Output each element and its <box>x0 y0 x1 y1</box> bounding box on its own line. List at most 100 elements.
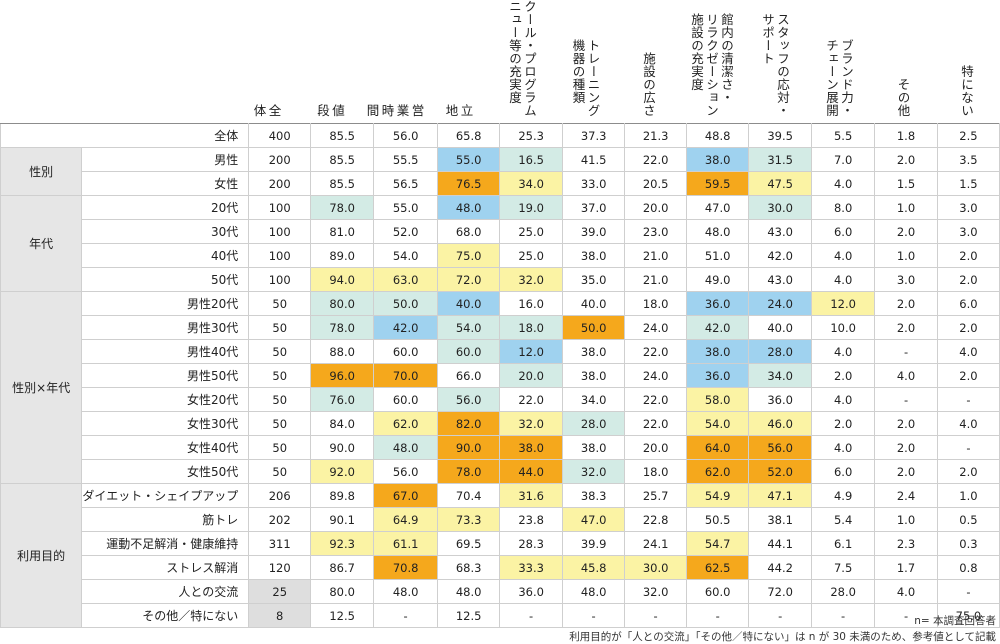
table-row: 男性50代 50 96.0 70.0 66.0 20.0 38.0 24.0 36.0 34.0 2… <box>1 363 1000 388</box>
value-cell: 76.5 <box>437 171 501 196</box>
value-cell: 6.0 <box>936 291 1000 316</box>
column-header: その他 <box>871 0 935 123</box>
value-cell: 41.5 <box>562 147 626 172</box>
value-cell: 78.0 <box>310 315 375 340</box>
value-cell: 21.0 <box>624 243 688 268</box>
value-cell: 38.3 <box>562 483 626 508</box>
value-cell: 28.0 <box>748 339 813 364</box>
row-label: 50代 <box>81 267 250 292</box>
n-value: 25 <box>248 579 312 604</box>
value-cell: 90.0 <box>437 435 501 460</box>
value-cell: 48.0 <box>686 219 750 244</box>
value-cell: 56.0 <box>437 387 501 412</box>
table-row: 50代 100 94.0 63.0 72.0 32.0 35.0 21.0 49.0 43.0 4.… <box>1 267 1000 292</box>
value-cell: 4.0 <box>811 267 876 292</box>
n-value: 200 <box>248 171 312 196</box>
table-row: 運動不足解消・健康維持 311 92.3 61.1 69.5 28.3 39.9 24.1 54… <box>1 531 1000 556</box>
value-cell: 54.0 <box>373 243 439 268</box>
table-row: 性別×年代 男性20代 50 80.0 50.0 40.0 16.0 40.0 18.0 36.0… <box>0 291 1000 484</box>
value-cell: 2.0 <box>874 219 938 244</box>
column-header: 特にない <box>935 0 998 123</box>
value-cell: 75.0 <box>437 243 501 268</box>
value-cell: 20.0 <box>499 363 564 388</box>
value-cell: 6.0 <box>811 459 876 484</box>
value-cell: - <box>499 603 564 628</box>
value-cell: 21.3 <box>624 123 688 148</box>
value-cell: 7.0 <box>811 147 876 172</box>
row-label: 男性 <box>81 147 250 172</box>
value-cell: 3.0 <box>874 267 938 292</box>
value-cell: 4.0 <box>811 171 876 196</box>
value-cell: 1.0 <box>874 243 938 268</box>
results-table: 全体 400 85.5 56.0 65.8 25.3 37.3 21.3 48.8 39.5 5.5… <box>0 123 1000 628</box>
value-cell: 73.3 <box>437 507 501 532</box>
row-label: 筋トレ <box>81 507 250 532</box>
value-cell: 39.9 <box>562 531 626 556</box>
row-label: 女性30代 <box>81 411 250 436</box>
n-note: n= 本調査回答者 <box>914 615 996 627</box>
column-header: 営 業 時 間 <box>362 0 427 123</box>
value-cell: 50.0 <box>562 315 626 340</box>
column-header-label: 値 段 <box>315 104 345 117</box>
value-cell: 2.0 <box>936 267 1000 292</box>
value-cell: 66.0 <box>437 363 501 388</box>
value-cell: 60.0 <box>373 339 439 364</box>
value-cell: 54.0 <box>686 411 750 436</box>
column-header-label: 館内の清潔さ・ リラクゼーション 施設の充実度 <box>689 13 734 117</box>
value-cell: 50.5 <box>686 507 750 532</box>
value-cell: 5.4 <box>811 507 876 532</box>
value-cell: 42.0 <box>373 315 439 340</box>
value-cell: 7.5 <box>811 555 876 580</box>
value-cell: 54.0 <box>437 315 501 340</box>
value-cell: 69.5 <box>437 531 501 556</box>
value-cell: 20.5 <box>624 171 688 196</box>
value-cell: 30.0 <box>748 195 813 220</box>
value-cell: 2.0 <box>874 147 938 172</box>
value-cell: 60.0 <box>373 387 439 412</box>
row-label: 女性 <box>81 171 250 196</box>
value-cell: 62.0 <box>373 411 439 436</box>
value-cell: 32.0 <box>624 579 688 604</box>
column-header: 全 体 <box>235 0 298 123</box>
value-cell: 55.5 <box>373 147 439 172</box>
value-cell: 63.0 <box>373 267 439 292</box>
table-row: 筋トレ 202 90.1 64.9 73.3 23.8 47.0 22.8 50.5 38.1 5.… <box>1 507 1000 532</box>
n-value: 8 <box>248 603 312 628</box>
value-cell: 1.0 <box>874 195 938 220</box>
value-cell: 34.0 <box>499 171 564 196</box>
value-cell: 70.0 <box>373 363 439 388</box>
value-cell: 19.0 <box>499 195 564 220</box>
n-value: 400 <box>248 123 312 148</box>
value-cell: 85.5 <box>310 123 375 148</box>
row-label: 女性20代 <box>81 387 250 412</box>
column-header-label: 施設の広さ <box>641 52 656 117</box>
value-cell: 40.0 <box>437 291 501 316</box>
table-row: 40代 100 89.0 54.0 75.0 25.0 38.0 21.0 51.0 42.0 4.… <box>1 243 1000 268</box>
value-cell: 16.0 <box>499 291 564 316</box>
value-cell: 8.0 <box>811 195 876 220</box>
value-cell: 28.0 <box>811 579 876 604</box>
value-cell: 80.0 <box>310 579 375 604</box>
value-cell: 2.0 <box>874 411 938 436</box>
n-value: 311 <box>248 531 312 556</box>
n-value: 100 <box>248 219 312 244</box>
column-header-label: 営 業 時 間 <box>364 104 425 117</box>
value-cell: 4.0 <box>811 339 876 364</box>
table-row: ストレス解消 120 86.7 70.8 68.3 33.3 45.8 30.0 62.5 44.… <box>1 555 1000 580</box>
value-cell: 2.0 <box>936 459 1000 484</box>
value-cell: 20.0 <box>624 195 688 220</box>
value-cell: 23.0 <box>624 219 688 244</box>
row-label: 女性50代 <box>81 459 250 484</box>
value-cell: 18.0 <box>624 459 688 484</box>
value-cell: 38.0 <box>562 339 626 364</box>
value-cell: 1.5 <box>936 171 1000 196</box>
value-cell: 39.5 <box>748 123 813 148</box>
row-label: 男性30代 <box>81 315 250 340</box>
value-cell: 39.0 <box>562 219 626 244</box>
value-cell: 1.0 <box>936 483 1000 508</box>
value-cell: 90.0 <box>310 435 375 460</box>
n-value: 50 <box>248 411 312 436</box>
value-cell: - <box>811 603 876 628</box>
row-label: 人との交流 <box>81 579 250 604</box>
value-cell: 55.0 <box>373 195 439 220</box>
